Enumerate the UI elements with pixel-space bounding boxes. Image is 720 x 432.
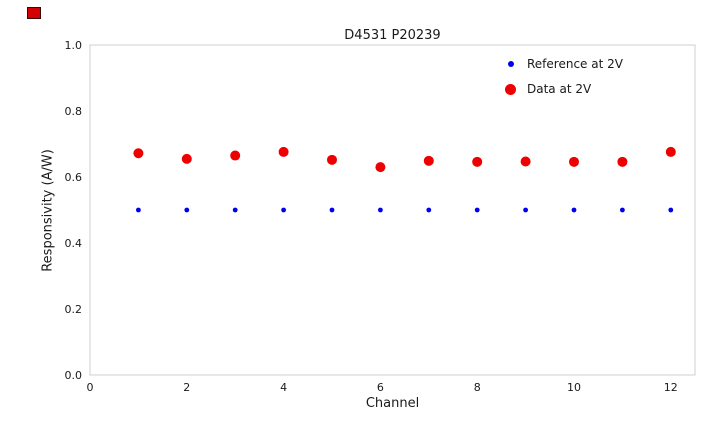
x-tick-label: 4 [280, 381, 287, 394]
x-axis-label: Channel [365, 396, 420, 411]
reference-marker-icon [508, 61, 514, 67]
x-tick-label: 6 [377, 381, 384, 394]
y-tick-label: 0.6 [65, 171, 83, 184]
x-tick-label: 8 [474, 381, 481, 394]
data-point-data [278, 146, 289, 157]
red-square-icon [27, 7, 41, 19]
legend: Reference at 2V Data at 2V [505, 56, 623, 97]
y-tick-label: 0.0 [65, 369, 83, 382]
data-point-reference [281, 207, 286, 213]
y-axis-label: Responsivity (A/W) [40, 149, 56, 272]
data-point-data [520, 156, 531, 167]
legend-label-reference: Reference at 2V [527, 57, 623, 71]
data-point-data [617, 156, 628, 167]
data-point-reference [426, 207, 432, 213]
data-point-data [133, 148, 144, 159]
data-marker-icon [505, 83, 516, 95]
x-tick-label: 0 [87, 381, 94, 394]
x-tick-label: 10 [567, 381, 581, 394]
data-point-data [665, 146, 676, 157]
chart-title: D4531 P20239 [344, 28, 441, 43]
legend-label-data: Data at 2V [527, 82, 592, 96]
data-point-reference [136, 207, 141, 213]
data-point-reference [668, 207, 674, 213]
data-point-reference [184, 207, 190, 213]
data-point-reference [474, 207, 480, 213]
plot-frame [89, 44, 696, 376]
data-point-reference [571, 207, 577, 213]
data-point-data [327, 154, 337, 165]
data-point-reference [620, 207, 625, 213]
y-tick-label: 0.4 [65, 237, 83, 250]
data-point-data [423, 155, 434, 166]
data-point-reference [378, 207, 383, 213]
data-point-data [230, 150, 241, 161]
data-point-data [181, 153, 192, 164]
legend-item-reference: Reference at 2V [505, 56, 623, 72]
y-tick-label: 0.8 [65, 105, 83, 118]
x-tick-label: 2 [183, 381, 190, 394]
data-point-data [472, 156, 483, 167]
legend-item-data: Data at 2V [505, 81, 623, 97]
data-point-reference [329, 207, 335, 213]
data-point-data [375, 162, 386, 173]
data-point-reference [523, 207, 528, 213]
data-point-data [569, 156, 579, 167]
data-point-reference [232, 207, 238, 213]
x-tick-label: 12 [664, 381, 678, 394]
y-tick-label: 1.0 [65, 39, 83, 52]
y-tick-label: 0.2 [65, 303, 83, 316]
